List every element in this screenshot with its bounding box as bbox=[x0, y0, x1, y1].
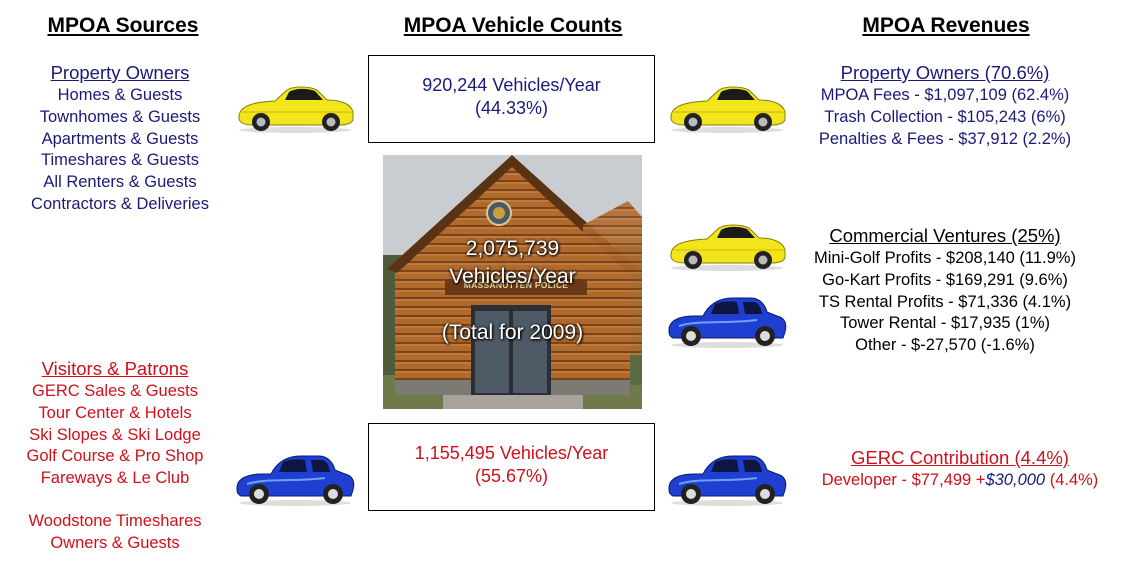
revenue-item: Other - $-27,570 (-1.6%) bbox=[855, 336, 1035, 355]
yellow-car-icon bbox=[238, 86, 354, 134]
revenues-header: MPOA Revenues bbox=[862, 14, 1030, 37]
yellow-car-icon bbox=[670, 224, 786, 272]
police-station-illustration bbox=[383, 155, 642, 409]
revenue-item: TS Rental Profits - $71,336 (4.1%) bbox=[818, 292, 1072, 311]
gerc-revenues: GERC Contribution (4.4%) Developer - $77… bbox=[790, 446, 1130, 492]
visitors-title: Visitors & Patrons bbox=[41, 358, 189, 379]
source-item: All Renters & Guests bbox=[43, 173, 197, 192]
source-item: Townhomes & Guests bbox=[39, 107, 201, 126]
source-item: Tour Center & Hotels bbox=[38, 403, 192, 422]
visitors-vehicle-percent: (55.67%) bbox=[474, 466, 549, 486]
vehicle-counts-header: MPOA Vehicle Counts bbox=[403, 14, 623, 37]
visitors-vehicle-count: 1,155,495 Vehicles/Year bbox=[414, 443, 609, 463]
gerc-extra-amount: $30,000 bbox=[985, 471, 1046, 489]
source-item: Owners & Guests bbox=[50, 533, 180, 552]
source-item: Golf Course & Pro Shop bbox=[26, 447, 204, 466]
source-item: Contractors & Deliveries bbox=[31, 194, 209, 213]
gerc-developer-amount: Developer - $77,499 + bbox=[821, 471, 986, 489]
blue-car-icon bbox=[236, 455, 355, 507]
source-item: Timeshares & Guests bbox=[40, 151, 200, 170]
property-owners-title: Property Owners bbox=[50, 62, 190, 83]
source-item: Fareways & Le Club bbox=[40, 469, 190, 488]
source-item: Apartments & Guests bbox=[41, 129, 199, 148]
owners-vehicle-count-box: 920,244 Vehicles/Year (44.33%) bbox=[368, 55, 655, 143]
blue-car-icon bbox=[668, 297, 787, 349]
revenue-item: Go-Kart Profits - $169,291 (9.6%) bbox=[822, 270, 1068, 289]
source-item: Woodstone Timeshares bbox=[28, 511, 202, 530]
visitors-vehicle-count-box: 1,155,495 Vehicles/Year (55.67%) bbox=[368, 423, 655, 511]
gerc-percent: (4.4%) bbox=[1045, 471, 1099, 489]
source-item: Ski Slopes & Ski Lodge bbox=[29, 425, 201, 444]
commercial-ventures-revenues: Commercial Ventures (25%) Mini-Golf Prof… bbox=[790, 224, 1100, 357]
source-item: GERC Sales & Guests bbox=[32, 382, 198, 400]
property-owners-sources: Property Owners Homes & Guests Townhomes… bbox=[0, 61, 240, 216]
sources-header: MPOA Sources bbox=[47, 14, 199, 37]
revenue-item: Trash Collection - $105,243 (6%) bbox=[824, 107, 1066, 126]
revenue-item: Penalties & Fees - $37,912 (2.2%) bbox=[818, 129, 1072, 148]
total-year-label: (Total for 2009) bbox=[441, 321, 584, 344]
police-station-photo: MASSANUTTEN POLICE 2,075,739 Vehicles/Ye… bbox=[383, 155, 642, 409]
blue-car-icon bbox=[668, 455, 787, 507]
revenue-item: Mini-Golf Profits - $208,140 (11.9%) bbox=[814, 249, 1076, 267]
total-vehicle-count: 2,075,739 bbox=[465, 237, 560, 260]
total-vehicle-unit: Vehicles/Year bbox=[449, 265, 576, 288]
yellow-car-icon bbox=[670, 86, 786, 134]
commercial-revenue-title: Commercial Ventures (25%) bbox=[829, 225, 1061, 246]
revenue-item: MPOA Fees - $1,097,109 (62.4%) bbox=[820, 86, 1070, 104]
owners-vehicle-count: 920,244 Vehicles/Year bbox=[422, 75, 601, 95]
owners-vehicle-percent: (44.33%) bbox=[474, 98, 549, 118]
source-item: Homes & Guests bbox=[57, 86, 183, 104]
gerc-revenue-title: GERC Contribution (4.4%) bbox=[851, 447, 1069, 468]
photo-sign-text: MASSANUTTEN POLICE bbox=[463, 280, 569, 290]
property-owners-revenues: Property Owners (70.6%) MPOA Fees - $1,0… bbox=[790, 61, 1100, 150]
visitors-sources: Visitors & Patrons GERC Sales & Guests T… bbox=[0, 357, 230, 555]
owners-revenue-title: Property Owners (70.6%) bbox=[840, 62, 1050, 83]
revenue-item: Tower Rental - $17,935 (1%) bbox=[839, 314, 1051, 333]
gerc-revenue-line: Developer - $77,499 +$30,000 (4.4%) bbox=[790, 470, 1130, 492]
